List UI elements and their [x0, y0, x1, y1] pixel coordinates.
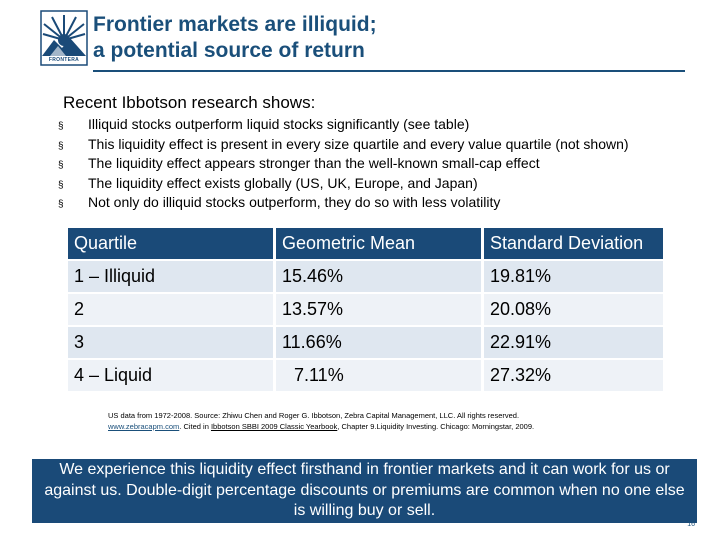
logo-text: FRONTERA [48, 57, 80, 63]
list-item: § The liquidity effect exists globally (U… [58, 174, 629, 194]
cell-standard-deviation: 27.32% [482, 358, 663, 391]
title-line-1: Frontier markets are illiquid; [93, 13, 377, 36]
cell-quartile: 1 – Illiquid [68, 259, 276, 293]
list-item: § Illiquid stocks outperform liquid stock… [58, 115, 629, 135]
cell-geometric-mean: 13.57% [274, 292, 484, 326]
bullet-icon: § [58, 160, 64, 171]
source-citation: US data from 1972-2008. Source: Zhiwu Ch… [108, 411, 535, 431]
book-title: Ibbotson SBBI 2009 Classic Yearbook [210, 422, 338, 431]
cell-geometric-mean: 7.11% [274, 358, 484, 391]
company-logo: FRONTERA [40, 10, 88, 66]
bullet-icon: § [58, 199, 64, 210]
cell-geometric-mean: 15.46% [274, 259, 484, 293]
header-quartile: Quartile [68, 228, 276, 260]
bullet-icon: § [58, 121, 64, 132]
table-row: 3 11.66% 22.91% [68, 325, 663, 359]
cell-quartile: 4 – Liquid [68, 358, 276, 391]
list-item: § The liquidity effect appears stronger t… [58, 154, 629, 174]
bullet-icon: § [58, 140, 64, 152]
liquidity-quartile-table: Quartile Geometric Mean Standard Deviati… [68, 228, 663, 391]
findings-list: § Illiquid stocks outperform liquid stock… [58, 115, 629, 213]
list-item: § This liquidity effect is present in eve… [58, 135, 629, 155]
cell-geometric-mean: 11.66% [274, 325, 484, 359]
list-item: § Not only do illiquid stocks outperform,… [58, 193, 629, 213]
sunburst-mountain-icon [40, 10, 88, 66]
cell-standard-deviation: 19.81% [482, 259, 663, 293]
source-link[interactable]: www.zebracapm.com [108, 422, 180, 431]
cell-quartile: 3 [68, 325, 276, 359]
conclusion-banner: We experience this liquidity effect firs… [32, 459, 697, 523]
slide-title: Frontier markets are illiquid; a potenti… [93, 12, 377, 64]
table-row: 4 – Liquid 7.11% 27.32% [68, 358, 663, 391]
table-row: 2 13.57% 20.08% [68, 292, 663, 326]
cell-standard-deviation: 22.91% [482, 325, 663, 359]
bullet-icon: § [58, 179, 64, 191]
cell-quartile: 2 [68, 292, 276, 326]
table-header-row: Quartile Geometric Mean Standard Deviati… [68, 228, 663, 260]
cell-standard-deviation: 20.08% [482, 292, 663, 326]
intro-text: Recent Ibbotson research shows: [63, 93, 316, 112]
header-standard-deviation: Standard Deviation [482, 228, 663, 260]
header-geometric-mean: Geometric Mean [274, 228, 484, 260]
table-row: 1 – Illiquid 15.46% 19.81% [68, 259, 663, 293]
page-number: 16 [687, 521, 695, 528]
title-underline [93, 70, 685, 72]
title-line-2: a potential source of return [93, 39, 365, 62]
